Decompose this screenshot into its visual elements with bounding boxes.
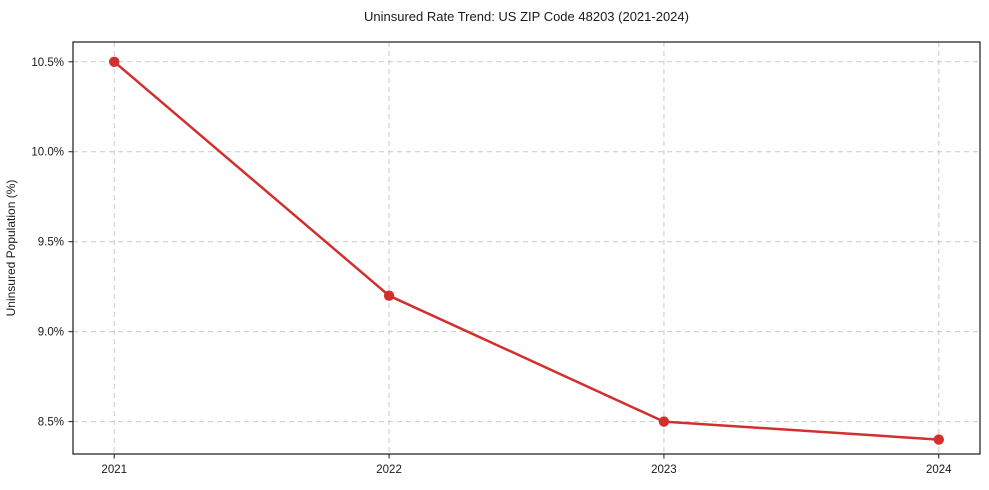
- trend-line: [112, 60, 941, 441]
- data-point-2023: [658, 416, 670, 427]
- data-point-2024: [933, 434, 944, 445]
- data-point-2022: [383, 290, 395, 301]
- y-axis-label: Uninsured Population (%): [4, 180, 18, 317]
- data-point-2021: [109, 56, 120, 67]
- y-tick-label-10.5%: 10.5%: [31, 57, 64, 69]
- x-tick-label-2023: 2023: [651, 464, 677, 476]
- x-tick-label-2022: 2022: [376, 464, 402, 476]
- y-tick-label-10.0%: 10.0%: [31, 147, 64, 159]
- y-tick-label-9.5%: 9.5%: [38, 237, 64, 249]
- grid-layer: [73, 42, 980, 454]
- plot-border: [72, 41, 981, 455]
- line-series: [109, 56, 944, 445]
- tick-layer: 2021 2022 2023 2024 8.5% 9.0% 9.5% 10.0% 10.5%: [31, 57, 952, 476]
- y-tick-label-9.0%: 9.0%: [38, 327, 64, 339]
- x-tick-label-2021: 2021: [101, 464, 127, 476]
- y-tick-label-8.5%: 8.5%: [38, 417, 64, 429]
- chart-title: Uninsured Rate Trend: US ZIP Code 48203 …: [364, 9, 689, 24]
- x-tick-label-2024: 2024: [926, 464, 952, 476]
